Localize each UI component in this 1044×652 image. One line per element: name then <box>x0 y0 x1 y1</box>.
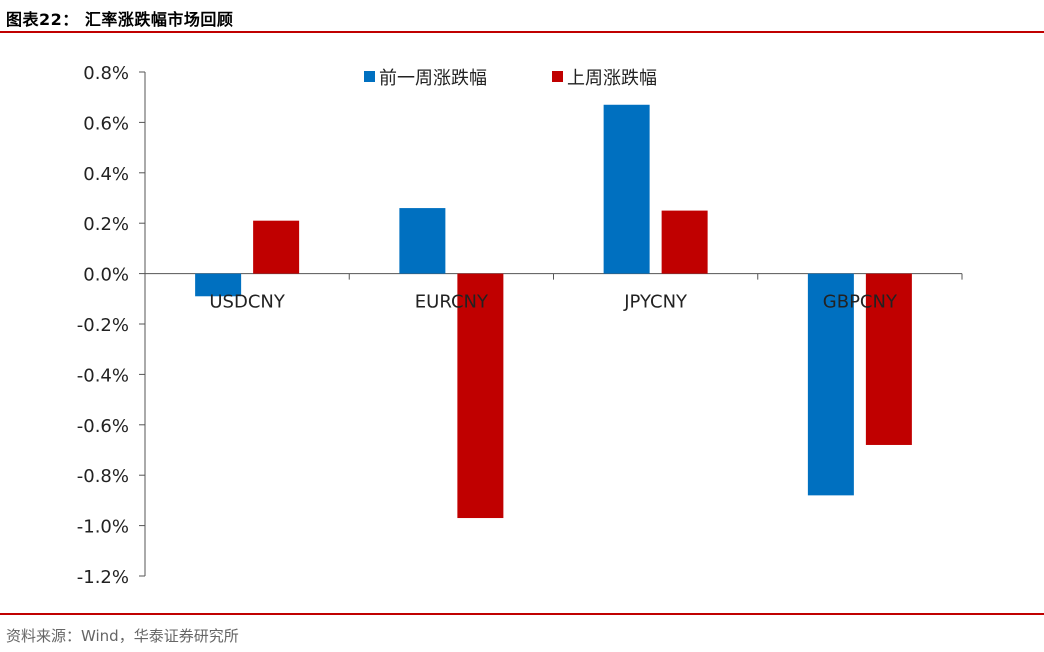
chart-legend: 前一周涨跌幅 上周涨跌幅 <box>364 68 657 89</box>
bottom-divider <box>0 613 1044 615</box>
figure-header: 图表22： 汇率涨跌幅市场回顾 <box>0 0 1044 32</box>
bar-usdcny-series1 <box>195 273 242 297</box>
y-tick-label: -0.6% <box>77 416 129 437</box>
category-label: EURCNY <box>415 292 489 313</box>
bar-jpycny-series2 <box>661 210 708 274</box>
category-label: JPYCNY <box>623 292 688 313</box>
figure-title: 图表22： 汇率涨跌幅市场回顾 <box>6 10 234 29</box>
chart-bars <box>195 104 912 519</box>
y-tick-label: -1.2% <box>77 567 129 588</box>
top-divider <box>0 31 1044 33</box>
chart-axes: 0.8% 0.6% 0.4% 0.2% 0.0% -0.2% -0.4% -0.6% -0.8%… <box>77 63 963 588</box>
y-tick-label: 0.2% <box>83 214 129 235</box>
legend-label: 上周涨跌幅 <box>567 68 657 89</box>
y-tick-label: 0.4% <box>83 164 129 185</box>
y-tick-label: 0.0% <box>83 265 129 286</box>
category-label: GBPCNY <box>823 292 898 313</box>
legend-label: 前一周涨跌幅 <box>379 68 487 89</box>
source-note: 资料来源：Wind，华泰证券研究所 <box>6 627 239 645</box>
y-tick-label: -0.8% <box>77 466 129 487</box>
category-labels: USDCNY EURCNY JPYCNY GBPCNY <box>209 292 898 313</box>
legend-swatch <box>364 71 375 82</box>
legend-swatch <box>552 71 563 82</box>
y-tick-label: -1.0% <box>77 517 129 538</box>
bar-eurcny-series2 <box>457 273 504 519</box>
bar-usdcny-series2 <box>253 220 300 274</box>
y-tick-label: -0.2% <box>77 315 129 336</box>
bar-gbpcny-series1 <box>807 273 854 496</box>
category-label: USDCNY <box>209 292 285 313</box>
y-tick-label: -0.4% <box>77 365 129 386</box>
bar-eurcny-series1 <box>399 208 446 274</box>
y-tick-label: 0.8% <box>83 63 129 84</box>
bar-gbpcny-series2 <box>865 273 912 445</box>
bar-chart: 0.8% 0.6% 0.4% 0.2% 0.0% -0.2% -0.4% -0.6% -0.8%… <box>77 63 963 588</box>
bar-jpycny-series1 <box>603 104 650 274</box>
y-tick-label: 0.6% <box>83 113 129 134</box>
